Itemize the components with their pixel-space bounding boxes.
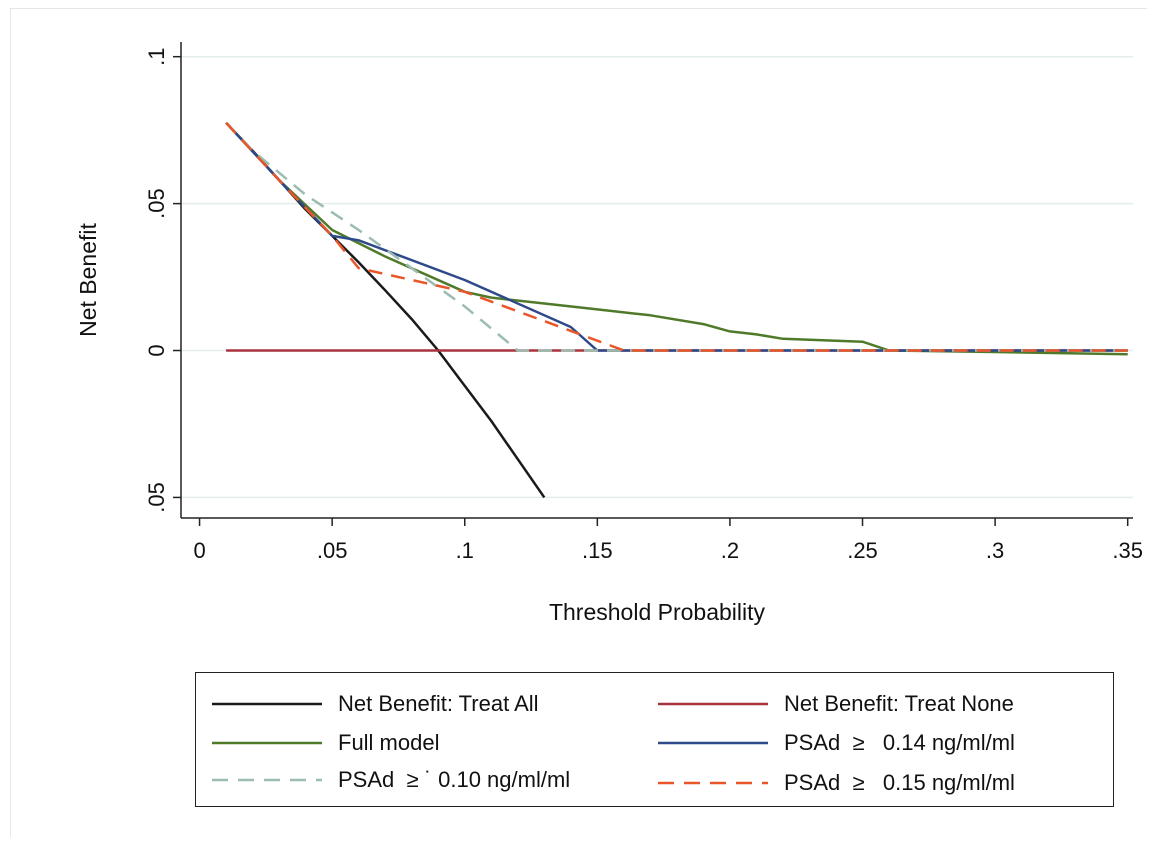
legend-swatch [212, 702, 322, 706]
legend-label: Full model [338, 730, 440, 755]
series-lines [225, 121, 1128, 499]
decision-curve-chart: .05 0 .05 .1 0 .05 .1 .15 .2 .25 .3 .35 Threshold … [75, 42, 1143, 625]
x-tick-label: .3 [986, 538, 1004, 563]
y-axis-title: Net Benefit [75, 223, 101, 337]
legend-swatch [212, 778, 322, 782]
x-tick-label: .15 [582, 538, 613, 563]
legend-item-psad-014: PSAd ≥ 0.14 ng/ml/ml [658, 728, 1015, 758]
axes [180, 42, 1133, 519]
legend-item-treat-none: Net Benefit: Treat None [658, 689, 1014, 719]
legend-swatch [658, 781, 768, 785]
legend-item-psad-010: PSAd ≥ ˙ 0.10 ng/ml/ml [212, 765, 570, 795]
y-tick-label: .05 [144, 188, 169, 219]
x-tick-label: .25 [847, 538, 878, 563]
legend-label: PSAd ≥ ˙ 0.10 ng/ml/ml [338, 767, 571, 792]
series-line-4 [225, 121, 1128, 352]
legend-label: Net Benefit: Treat All [338, 691, 539, 716]
series-line-2 [225, 121, 1128, 356]
x-tick-label: .05 [317, 538, 348, 563]
legend-label: PSAd ≥ 0.15 ng/ml/ml [784, 770, 1015, 795]
legend-label: PSAd ≥ 0.14 ng/ml/ml [784, 730, 1015, 755]
legend-swatch [658, 741, 768, 745]
y-ticks: .05 0 .05 .1 [144, 48, 181, 513]
chart-frame [10, 8, 1147, 837]
y-tick-label: .05 [144, 482, 169, 513]
gridlines [181, 55, 1133, 499]
x-tick-label: .1 [456, 538, 474, 563]
x-axis-title: Threshold Probability [549, 599, 766, 625]
legend-item-treat-all: Net Benefit: Treat All [212, 689, 539, 719]
series-line-0 [225, 121, 546, 499]
legend: Net Benefit: Treat All Net Benefit: Trea… [195, 672, 1114, 807]
series-line-3 [225, 121, 1128, 352]
legend-swatch [658, 702, 768, 706]
legend-item-psad-015: PSAd ≥ 0.15 ng/ml/ml [658, 768, 1015, 798]
x-ticks: 0 .05 .1 .15 .2 .25 .3 .35 [193, 518, 1143, 563]
legend-label: Net Benefit: Treat None [784, 691, 1014, 716]
legend-swatch [212, 741, 322, 745]
y-tick-label: .1 [144, 48, 169, 66]
y-tick-label: 0 [144, 344, 169, 356]
x-tick-label: .35 [1112, 538, 1143, 563]
series-line-5 [225, 121, 1128, 352]
x-tick-label: 0 [193, 538, 205, 563]
legend-item-full-model: Full model [212, 728, 439, 758]
x-tick-label: .2 [721, 538, 739, 563]
